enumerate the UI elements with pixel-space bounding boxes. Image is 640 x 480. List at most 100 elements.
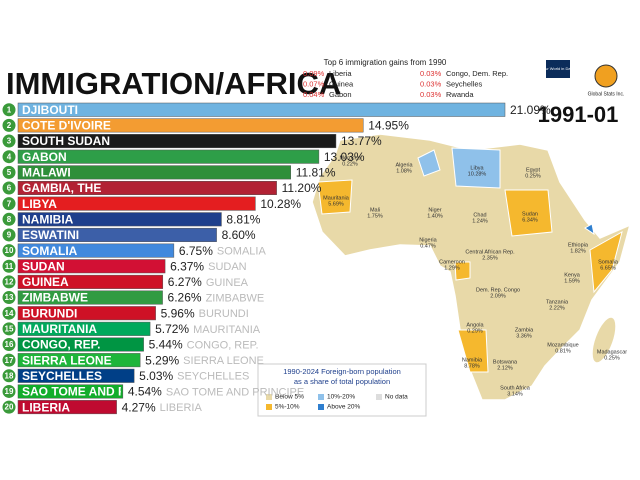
map-region xyxy=(584,223,595,236)
map-country: Ethiopia xyxy=(568,242,589,248)
bar-label: SUDAN xyxy=(22,259,65,273)
rank-badge xyxy=(2,322,16,336)
ghost-label: LIBERIA xyxy=(160,402,203,414)
bar-label: SAO TOME AND PRINCIPE xyxy=(22,385,175,399)
madagascar xyxy=(591,316,617,364)
map-share: 2.09% xyxy=(490,293,506,299)
map-share: 1.59% xyxy=(564,278,580,284)
bar-label: GUINEA xyxy=(22,275,69,289)
bar-label: SOUTH SUDAN xyxy=(22,134,110,148)
rank: 14 xyxy=(5,309,14,318)
value-label: 4.27% xyxy=(122,400,156,414)
map-country: Egypt xyxy=(526,167,541,173)
bar-label: SIERRA LEONE xyxy=(22,353,112,367)
map-region xyxy=(504,189,553,237)
bar-label: SOMALIA xyxy=(22,244,78,258)
ghost-label: SAO TOME AND PRINCIPE xyxy=(166,386,304,398)
map-share: 2.35% xyxy=(482,255,498,261)
ghost-label: GUINEA xyxy=(206,277,249,289)
ghost-label: SIERRA LEONE xyxy=(183,355,264,367)
map-country: Chad xyxy=(473,212,486,218)
rank: 19 xyxy=(5,387,14,396)
bar xyxy=(17,353,141,368)
bar-label: DJIBOUTI xyxy=(22,103,78,117)
legend-label: Above 20% xyxy=(327,404,360,411)
gain-share: 0.03% xyxy=(420,90,442,99)
bar xyxy=(17,118,364,133)
bar xyxy=(17,384,124,399)
rank: 9 xyxy=(7,231,12,240)
map-share: 3.36% xyxy=(516,333,532,339)
map-share: 1.75% xyxy=(367,213,383,219)
rank: 6 xyxy=(7,184,12,193)
bar-label: LIBERIA xyxy=(22,400,70,414)
rank-badge xyxy=(2,228,16,242)
map-share: 6.65% xyxy=(600,265,616,271)
value-label: 4.54% xyxy=(128,385,162,399)
rank-badge xyxy=(2,400,16,414)
value-label: 6.37% xyxy=(170,259,204,273)
value-label: 5.29% xyxy=(145,353,179,367)
bar xyxy=(17,368,135,383)
value-label: 6.27% xyxy=(168,275,202,289)
rank-badge xyxy=(2,306,16,320)
map-country: Cameroon xyxy=(439,259,465,265)
rank-badge xyxy=(2,197,16,211)
map-region xyxy=(417,149,441,177)
map-country: Dem. Rep. Congo xyxy=(476,287,520,293)
map-country: Botswana xyxy=(493,359,518,365)
value-label: 8.81% xyxy=(226,212,260,226)
bar xyxy=(17,337,144,352)
bar xyxy=(17,306,156,321)
ghost-label: CONGO, REP. xyxy=(187,339,259,351)
rank: 20 xyxy=(5,403,14,412)
rank-badge xyxy=(2,103,16,117)
value-label: 6.75% xyxy=(179,244,213,258)
gain-country: Guinea xyxy=(329,79,354,88)
rank: 13 xyxy=(5,293,14,302)
map-share: 6.34% xyxy=(522,217,538,223)
logo-box xyxy=(546,60,570,78)
map-country: Sudan xyxy=(522,211,538,217)
ghost-label: SEYCHELLES xyxy=(177,371,249,383)
bar-label: ZIMBABWE xyxy=(22,291,88,305)
map-share: 0.25% xyxy=(525,173,541,179)
rank-badge xyxy=(2,275,16,289)
bar xyxy=(17,274,164,289)
map-country: Namibia xyxy=(462,357,483,363)
bar-label: CONGO, REP. xyxy=(22,338,100,352)
rank: 4 xyxy=(7,152,12,161)
bar xyxy=(17,165,291,180)
map-country: Libya xyxy=(470,165,484,171)
map-share: 5.69% xyxy=(328,201,344,207)
map-country: Morocco xyxy=(339,155,360,161)
rank: 7 xyxy=(7,199,12,208)
bar-label: SEYCHELLES xyxy=(22,369,102,383)
ghost-label: ZIMBABWE xyxy=(206,292,265,304)
map-country: Mali xyxy=(370,207,380,213)
map-share: 1.29% xyxy=(444,265,460,271)
legend-swatch xyxy=(318,394,324,400)
map-region xyxy=(454,261,471,281)
map-share: 3.14% xyxy=(507,391,523,397)
map-share: 1.24% xyxy=(472,218,488,224)
bar-label: GABON xyxy=(22,150,67,164)
ghost-label: BURUNDI xyxy=(199,308,249,320)
map-share: 1.08% xyxy=(396,168,412,174)
rank-badge xyxy=(2,118,16,132)
bar xyxy=(17,400,117,415)
bar-label: NAMIBIA xyxy=(22,212,74,226)
bar-label: LIBYA xyxy=(22,197,57,211)
bar-label: COTE D'IVOIRE xyxy=(22,119,111,133)
value-label: 21.09% xyxy=(510,103,551,117)
value-label: 5.96% xyxy=(161,306,195,320)
rank-badge xyxy=(2,291,16,305)
rank-badge xyxy=(2,181,16,195)
gain-country: Rwanda xyxy=(446,90,474,99)
map-country: Kenya xyxy=(564,272,581,278)
ghost-label: SUDAN xyxy=(208,261,247,273)
value-label: 13.77% xyxy=(341,134,382,148)
rank-badge xyxy=(2,259,16,273)
rank-badge xyxy=(2,134,16,148)
